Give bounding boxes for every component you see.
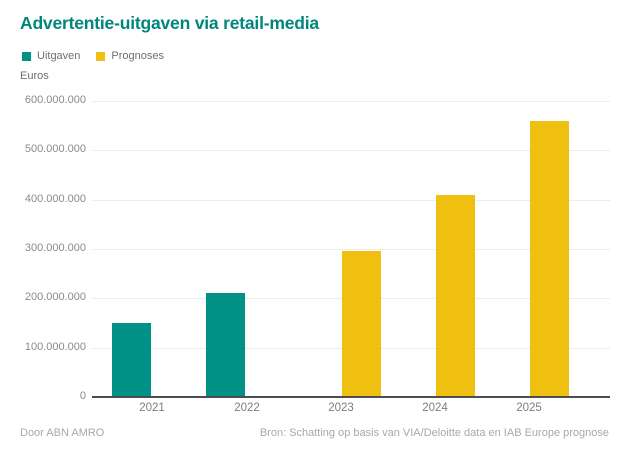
y-axis-tick-label: 300.000.000 [24,242,86,254]
bar-2023-prognoses[interactable] [342,251,381,397]
y-axis-tick-label: 600.000.000 [24,94,86,106]
source-attribution-bron: Bron: Schatting op basis van VIA/Deloitt… [259,427,609,439]
x-tick-2022: 2022 [234,402,260,414]
legend-label-prognoses: Prognoses [111,50,165,62]
gridline [92,249,610,250]
legend-item-uitgaven[interactable]: Uitgaven [22,50,80,62]
gridline [92,200,610,201]
source-attribution-author: Door ABN AMRO [20,427,105,439]
bar-2024-prognoses[interactable] [436,195,475,397]
y-axis-tick-label: 0 [79,390,86,402]
y-axis-unit-label: Euros [20,70,49,82]
uitgaven-swatch-icon [22,51,31,61]
y-axis-tick-label: 100.000.000 [24,341,86,353]
y-axis-tick-label: 500.000.000 [24,143,86,155]
x-tick-2024: 2024 [422,402,448,414]
x-tick-2025: 2025 [516,402,542,414]
bar-2022-uitgaven[interactable] [206,293,245,397]
gridline [92,101,610,102]
x-tick-2023: 2023 [328,402,354,414]
x-axis-line [92,396,610,398]
y-axis-tick-label: 200.000.000 [24,291,86,303]
legend-label-uitgaven: Uitgaven [37,50,81,62]
bar-2025-prognoses[interactable] [530,121,569,397]
chart-legend: Uitgaven Prognoses [22,50,164,62]
chart-title: Advertentie-uitgaven via retail-media [20,13,319,33]
x-tick-2021: 2021 [139,402,165,414]
gridline [92,150,610,151]
y-axis-tick-label: 400.000.000 [24,193,86,205]
legend-item-prognoses[interactable]: Prognoses [96,50,164,62]
prognoses-swatch-icon [96,51,106,61]
bar-2021-uitgaven[interactable] [112,323,151,397]
